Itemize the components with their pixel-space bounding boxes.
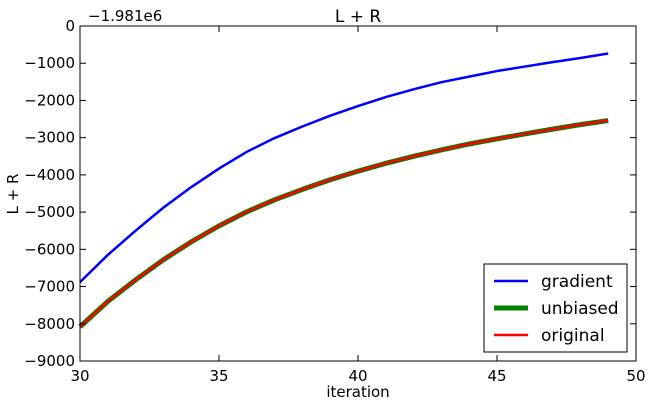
offset-text: −1.981e6 <box>88 7 162 25</box>
x-tick-label: 45 <box>487 367 506 385</box>
y-tick-label: −2000 <box>24 91 75 109</box>
x-tick-label: 35 <box>209 367 228 385</box>
y-tick-label: −9000 <box>24 352 75 370</box>
series-line-original <box>79 119 609 328</box>
y-tick-label: −1000 <box>24 54 75 72</box>
series-layer <box>78 52 609 329</box>
x-tick-label: 40 <box>348 367 367 385</box>
x-tick-label: 30 <box>70 367 89 385</box>
ticks-layer: 30 35 40 45 50 0 −1000 −2000 −3000 −4000 −5000 −600… <box>24 17 645 385</box>
series-line-gradient <box>79 52 609 283</box>
legend-label-unbiased: unbiased <box>541 299 619 319</box>
x-tick-label: 50 <box>626 367 645 385</box>
y-tick-label: −6000 <box>24 240 75 258</box>
chart-title: L + R <box>335 7 382 27</box>
legend-label-gradient: gradient <box>541 272 613 292</box>
y-tick-label: −3000 <box>24 129 75 147</box>
plot-frame <box>79 25 637 362</box>
y-axis-label: L + R <box>4 174 22 215</box>
y-tick-label: −7000 <box>24 278 75 296</box>
y-tick-label: −4000 <box>24 166 75 184</box>
legend-label-original: original <box>541 326 605 346</box>
y-tick-label: 0 <box>65 17 75 35</box>
x-axis-label: iteration <box>326 383 389 401</box>
y-tick-label: −8000 <box>24 315 75 333</box>
legend: gradient unbiased original <box>483 263 628 353</box>
y-tick-label: −5000 <box>24 203 75 221</box>
